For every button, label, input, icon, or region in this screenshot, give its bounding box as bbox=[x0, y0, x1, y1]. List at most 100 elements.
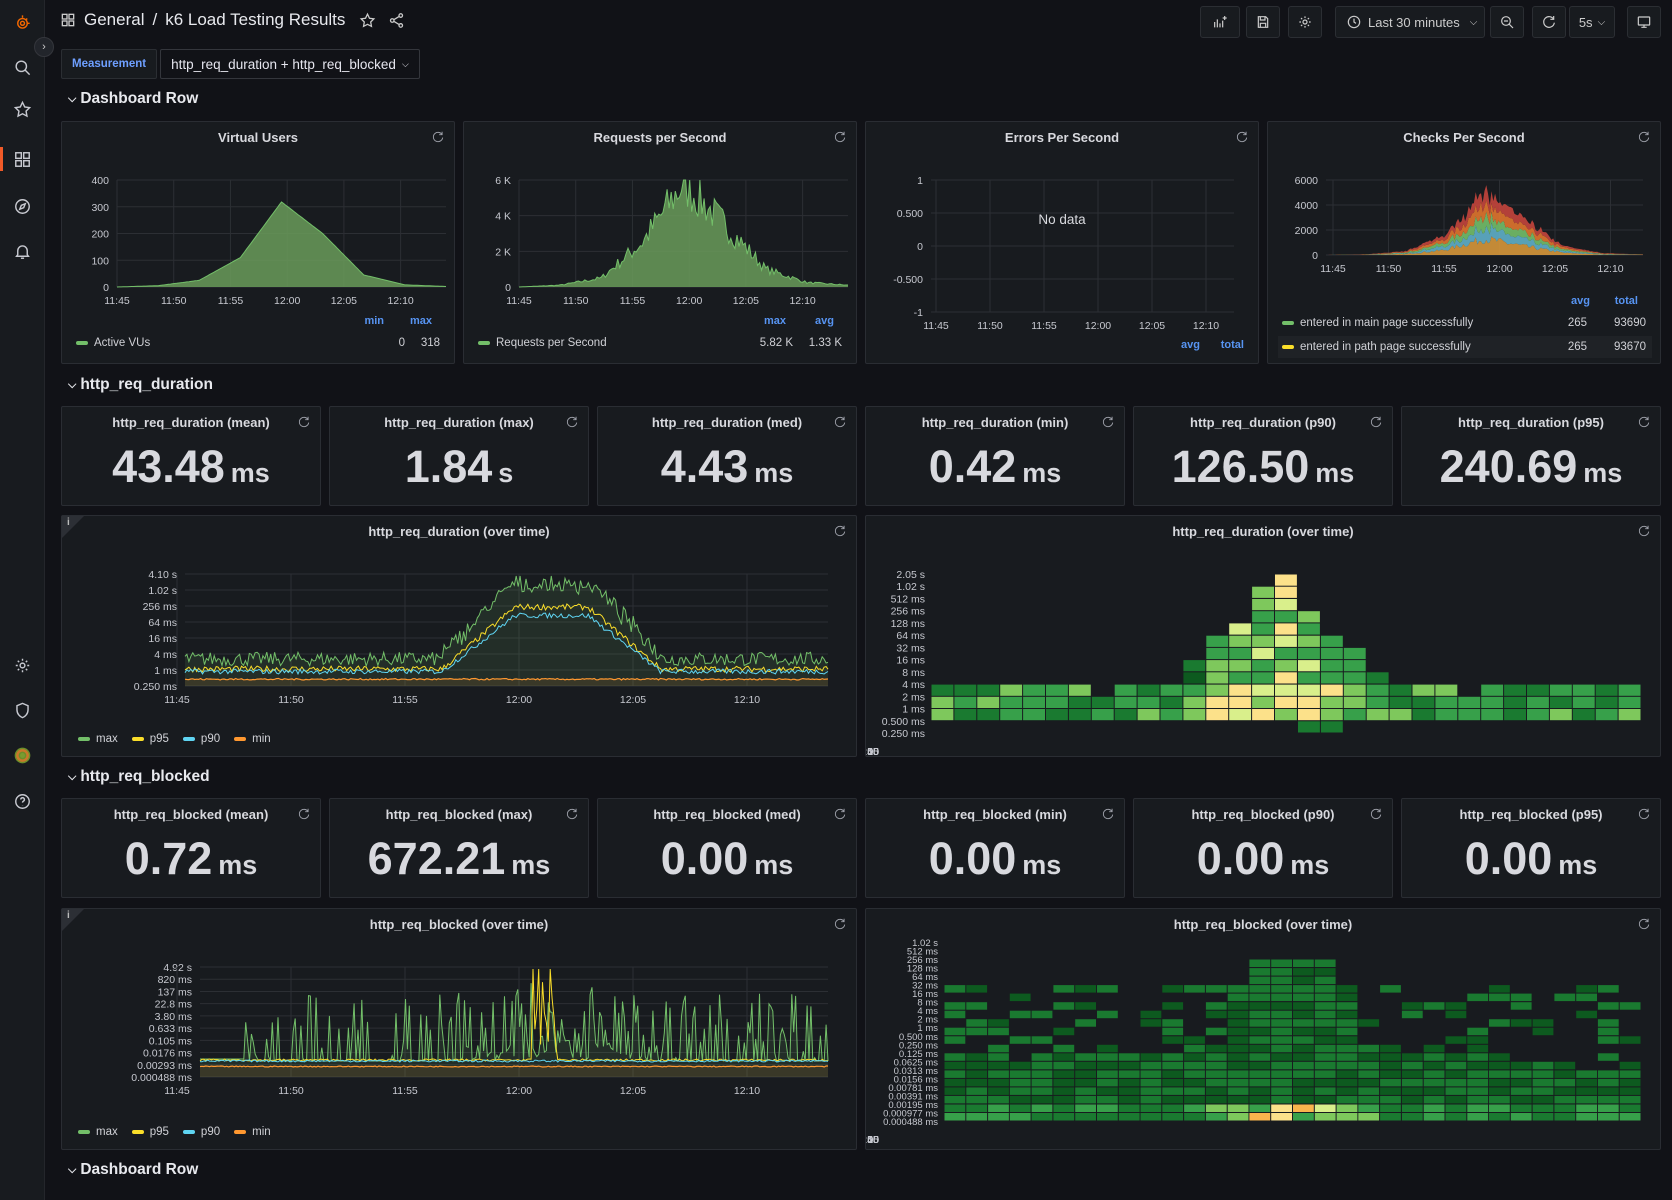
refresh-icon[interactable] bbox=[565, 807, 579, 821]
legend-item-max[interactable]: max bbox=[78, 733, 118, 745]
grafana-logo-icon[interactable] bbox=[8, 8, 36, 36]
legend-header-avg[interactable]: avg bbox=[1571, 295, 1590, 307]
search-icon[interactable] bbox=[8, 53, 36, 81]
legend-header-max[interactable]: max bbox=[409, 315, 432, 327]
row-header-dashboard-row[interactable]: ⌵ Dashboard Row bbox=[68, 90, 198, 108]
panel-virtual-users[interactable]: Virtual Users 400 300 200 100 0 11:45 11:50 11:… bbox=[61, 121, 455, 364]
time-range-picker[interactable]: Last 30 minutes ⌵ bbox=[1335, 6, 1485, 38]
duration-timeseries-chart[interactable]: 4.10 s 1.02 s 256 ms 64 ms 16 ms 4 ms 1 ms 0.25… bbox=[62, 544, 858, 734]
stat-panel-duration-mean[interactable]: http_req_duration (mean) 43.48 ms bbox=[61, 406, 321, 506]
expand-sidebar-button[interactable]: › bbox=[34, 37, 54, 57]
stat-panel-duration-p90[interactable]: http_req_duration (p90) 126.50 ms bbox=[1133, 406, 1393, 506]
refresh-icon[interactable] bbox=[833, 917, 847, 931]
refresh-icon[interactable] bbox=[1637, 415, 1651, 429]
panel-http-req-duration-timeseries[interactable]: i http_req_duration (over time) 4.10 s 1.… bbox=[61, 515, 857, 757]
panel-info-corner[interactable]: i bbox=[62, 516, 84, 538]
star-dashboard-icon[interactable] bbox=[359, 12, 376, 29]
legend-item-p95[interactable]: p95 bbox=[131, 1126, 169, 1138]
stat-panel-blocked-med[interactable]: http_req_blocked (med) 0.00 ms bbox=[597, 798, 857, 898]
heatmap-cell bbox=[1298, 611, 1320, 623]
virtual-users-chart[interactable]: 400 300 200 100 011:45 11:50 11:55 12:00 12:05 12… bbox=[62, 152, 456, 342]
add-panel-button[interactable] bbox=[1200, 6, 1240, 38]
refresh-button[interactable] bbox=[1532, 6, 1566, 38]
stat-panel-blocked-p95[interactable]: http_req_blocked (p95) 0.00 ms bbox=[1401, 798, 1661, 898]
refresh-icon[interactable] bbox=[1369, 807, 1383, 821]
panel-requests-per-second[interactable]: Requests per Second 6 K 4 K 2 K 0 11:45 11:50… bbox=[463, 121, 857, 364]
share-icon[interactable] bbox=[388, 12, 405, 29]
legend-item-min[interactable]: min bbox=[234, 1126, 271, 1138]
refresh-icon[interactable] bbox=[833, 524, 847, 538]
stat-panel-blocked-p90[interactable]: http_req_blocked (p90) 0.00 ms bbox=[1133, 798, 1393, 898]
legend-header-avg[interactable]: avg bbox=[1181, 339, 1200, 351]
stat-panel-duration-med[interactable]: http_req_duration (med) 4.43 ms bbox=[597, 406, 857, 506]
dashboard-title[interactable]: k6 Load Testing Results bbox=[165, 10, 346, 29]
server-admin-shield-icon[interactable] bbox=[8, 696, 36, 724]
panel-http-req-duration-heatmap[interactable]: http_req_duration (over time) 2.05 s 1.02… bbox=[865, 515, 1661, 757]
legend-item-requests-per-second[interactable]: Requests per Second bbox=[478, 337, 607, 349]
starred-icon[interactable] bbox=[8, 95, 36, 123]
alerting-bell-icon[interactable] bbox=[8, 237, 36, 265]
refresh-icon[interactable] bbox=[833, 130, 847, 144]
legend-item-path-page[interactable]: entered in path page successfully bbox=[1282, 341, 1471, 353]
legend-header-avg[interactable]: avg bbox=[815, 315, 834, 327]
refresh-icon[interactable] bbox=[1369, 415, 1383, 429]
stat-panel-blocked-mean[interactable]: http_req_blocked (mean) 0.72 ms bbox=[61, 798, 321, 898]
user-avatar-icon[interactable] bbox=[8, 741, 36, 769]
panel-errors-per-second[interactable]: Errors Per Second 1 0.500 0 -0.500 -1 11:45 11… bbox=[865, 121, 1259, 364]
dashboard-settings-button[interactable] bbox=[1288, 6, 1322, 38]
legend-item-main-page[interactable]: entered in main page successfully bbox=[1282, 317, 1473, 329]
legend-item-active-vus[interactable]: Active VUs bbox=[76, 337, 150, 349]
refresh-icon[interactable] bbox=[297, 807, 311, 821]
refresh-icon[interactable] bbox=[431, 130, 445, 144]
refresh-icon[interactable] bbox=[833, 807, 847, 821]
row-header-dashboard-row-2[interactable]: ⌵ Dashboard Row bbox=[68, 1161, 198, 1179]
refresh-icon[interactable] bbox=[1637, 917, 1651, 931]
stat-panel-duration-p95[interactable]: http_req_duration (p95) 240.69 ms bbox=[1401, 406, 1661, 506]
legend-item-p90[interactable]: p90 bbox=[182, 733, 220, 745]
dashboards-icon[interactable] bbox=[8, 145, 36, 173]
explore-icon[interactable] bbox=[8, 192, 36, 220]
row-header-http-req-blocked[interactable]: ⌵ http_req_blocked bbox=[68, 768, 210, 786]
tv-mode-button[interactable] bbox=[1627, 6, 1661, 38]
configuration-gear-icon[interactable] bbox=[8, 651, 36, 679]
panel-info-corner[interactable]: i bbox=[62, 909, 84, 931]
requests-per-second-chart[interactable]: 6 K 4 K 2 K 011:45 11:50 11:55 12:00 12:05 12:10 bbox=[464, 152, 858, 342]
help-icon[interactable] bbox=[8, 787, 36, 815]
panel-http-req-blocked-timeseries[interactable]: i http_req_blocked (over time) 4.92 s 820… bbox=[61, 908, 857, 1150]
refresh-icon[interactable] bbox=[1101, 807, 1115, 821]
legend-item-min[interactable]: min bbox=[234, 733, 271, 745]
row-header-http-req-duration[interactable]: ⌵ http_req_duration bbox=[68, 376, 213, 394]
refresh-icon[interactable] bbox=[1637, 524, 1651, 538]
panel-http-req-blocked-heatmap[interactable]: http_req_blocked (over time) 1.02 s 512 m… bbox=[865, 908, 1661, 1150]
refresh-icon[interactable] bbox=[1101, 415, 1115, 429]
refresh-interval-picker[interactable]: 5s ⌵ bbox=[1569, 6, 1615, 38]
refresh-icon[interactable] bbox=[1637, 807, 1651, 821]
legend-item-p90[interactable]: p90 bbox=[182, 1126, 220, 1138]
legend-header-max[interactable]: max bbox=[763, 315, 786, 327]
legend-header-total[interactable]: total bbox=[1614, 295, 1638, 307]
legend-item-max[interactable]: max bbox=[78, 1126, 118, 1138]
breadcrumb-folder[interactable]: General bbox=[84, 10, 145, 29]
zoom-out-button[interactable] bbox=[1490, 6, 1524, 38]
refresh-icon[interactable] bbox=[565, 415, 579, 429]
legend-header-total[interactable]: total bbox=[1220, 339, 1244, 351]
heatmap-cell bbox=[1401, 1113, 1423, 1121]
panel-checks-per-second[interactable]: Checks Per Second 6000 4000 2000 0 11:45 11:5… bbox=[1267, 121, 1661, 364]
refresh-icon[interactable] bbox=[1637, 130, 1651, 144]
stat-panel-duration-min[interactable]: http_req_duration (min) 0.42 ms bbox=[865, 406, 1125, 506]
measurement-variable-select[interactable]: http_req_duration + http_req_blocked ⌵ bbox=[160, 49, 420, 79]
errors-per-second-chart[interactable]: 1 0.500 0 -0.500 -111:45 11:50 11:55 12:00 12:05… bbox=[866, 152, 1260, 357]
legend-item-p95[interactable]: p95 bbox=[131, 733, 169, 745]
refresh-icon[interactable] bbox=[833, 415, 847, 429]
refresh-icon[interactable] bbox=[1235, 130, 1249, 144]
legend-header-min[interactable]: min bbox=[364, 315, 384, 327]
save-dashboard-button[interactable] bbox=[1246, 6, 1280, 38]
stat-panel-blocked-min[interactable]: http_req_blocked (min) 0.00 ms bbox=[865, 798, 1125, 898]
refresh-icon[interactable] bbox=[297, 415, 311, 429]
checks-per-second-chart[interactable]: 6000 4000 2000 011:45 11:50 11:55 12:00 12:05 12… bbox=[1268, 152, 1662, 312]
stat-panel-duration-max[interactable]: http_req_duration (max) 1.84 s bbox=[329, 406, 589, 506]
stat-panel-blocked-max[interactable]: http_req_blocked (max) 672.21 ms bbox=[329, 798, 589, 898]
